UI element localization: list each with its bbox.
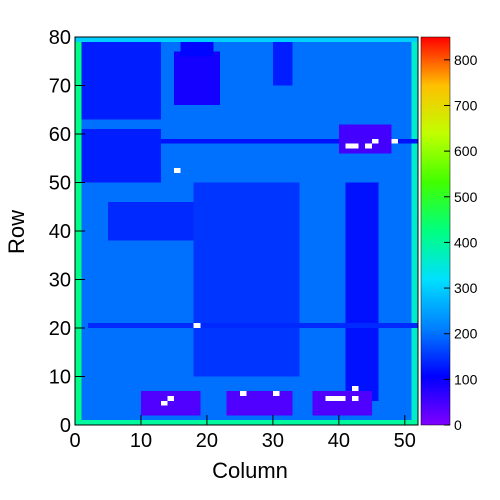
x-tick-label: 20: [196, 430, 218, 452]
heat-cell: [167, 395, 174, 401]
colorbar-tick-label: 700: [454, 97, 478, 113]
y-tick-label: 70: [49, 76, 71, 98]
colorbar-tick-label: 500: [454, 189, 478, 205]
heat-cell: [272, 391, 280, 396]
y-tick-label: 10: [49, 367, 71, 389]
heat-cell: [371, 138, 379, 144]
heat-cell: [272, 41, 293, 86]
heat-cell: [365, 143, 372, 149]
y-tick-label: 20: [49, 318, 71, 340]
heat-cell: [88, 323, 418, 328]
y-tick-label: 0: [60, 415, 71, 437]
heat-cell: [411, 37, 418, 425]
heat-cell: [325, 395, 346, 401]
x-axis-title: Column: [212, 458, 288, 483]
colorbar-tick-label: 100: [454, 371, 478, 387]
heat-cell: [75, 37, 418, 42]
x-tick-label: 0: [69, 430, 80, 452]
heat-cell: [193, 182, 300, 377]
x-tick-label: 30: [262, 430, 284, 452]
y-tick-label: 60: [49, 124, 71, 146]
heat-cell: [352, 395, 359, 401]
heat-cell: [81, 41, 161, 120]
y-tick-label: 80: [49, 27, 71, 49]
heat-cell: [352, 386, 359, 392]
colorbar-tick-label: 600: [454, 143, 478, 159]
heat-cell: [81, 129, 161, 183]
heat-cell: [226, 391, 293, 416]
heat-cell: [338, 124, 392, 154]
heatmap-cells: [75, 37, 418, 425]
heat-cell: [345, 143, 359, 149]
y-axis-title: Row: [4, 210, 29, 254]
heat-cell: [160, 400, 168, 406]
colorbar: [420, 36, 451, 426]
y-tick-label: 50: [49, 173, 71, 195]
x-tick-label: 40: [328, 430, 350, 452]
colorbar-tick-label: 200: [454, 326, 478, 342]
axes: 0 10 20 30 40 5001020304050607080010020030040…: [49, 27, 478, 452]
y-tick-label: 40: [49, 221, 71, 243]
x-tick-label: 50: [394, 430, 416, 452]
heat-cell: [173, 51, 221, 105]
heat-cell: [312, 391, 372, 416]
heat-cell: [173, 167, 181, 173]
heat-cell: [160, 138, 418, 144]
colorbar-tick-label: 300: [454, 280, 478, 296]
heat-cell: [239, 391, 247, 396]
colorbar-tick-label: 0: [454, 417, 462, 433]
colorbar-tick-label: 400: [454, 234, 478, 250]
heat-cell: [345, 182, 379, 401]
heat-cell: [140, 391, 201, 416]
heat-cell: [193, 323, 201, 328]
heat-cell: [180, 41, 214, 57]
y-tick-label: 30: [49, 270, 71, 292]
heat-cell: [391, 138, 399, 144]
heat-cell: [75, 420, 418, 425]
colorbar-tick-label: 800: [454, 52, 478, 68]
x-tick-label: 10: [130, 430, 152, 452]
